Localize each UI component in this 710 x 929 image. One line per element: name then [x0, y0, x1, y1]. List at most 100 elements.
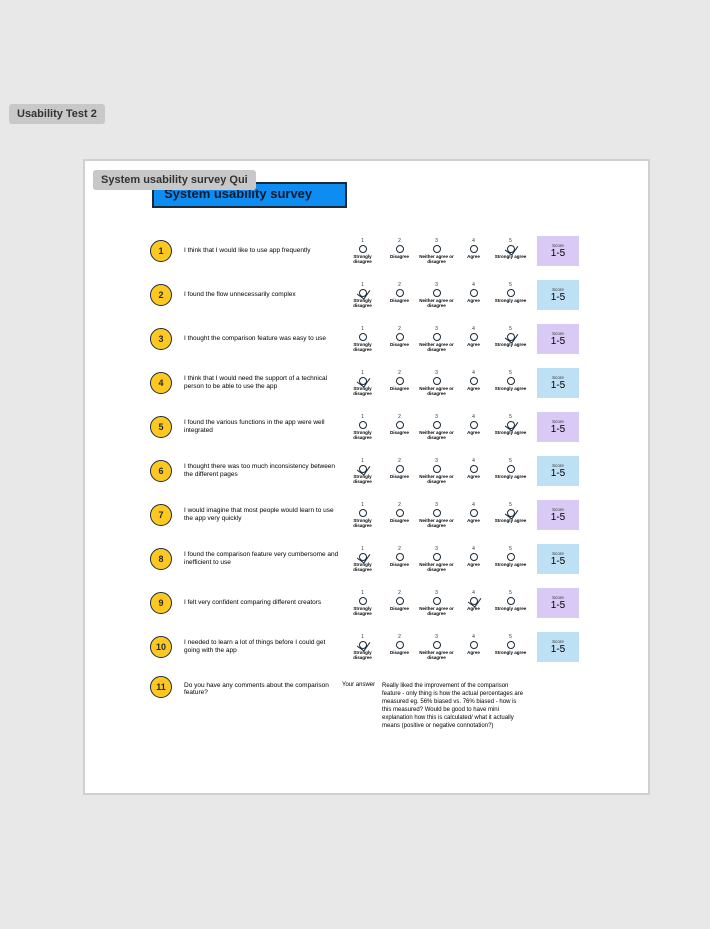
likert-option[interactable]: 4Agree	[455, 238, 492, 265]
likert-option[interactable]: 4Agree	[455, 370, 492, 397]
likert-radio[interactable]	[433, 597, 441, 605]
likert-radio[interactable]	[433, 509, 441, 517]
likert-radio[interactable]	[507, 509, 515, 517]
likert-option[interactable]: 1Strongly disagree	[344, 590, 381, 617]
likert-option[interactable]: 4Agree	[455, 282, 492, 309]
likert-option[interactable]: 2Disagree	[381, 282, 418, 309]
likert-radio[interactable]	[396, 597, 404, 605]
likert-option[interactable]: 2Disagree	[381, 634, 418, 661]
likert-option[interactable]: 4Agree	[455, 458, 492, 485]
likert-radio[interactable]	[396, 289, 404, 297]
likert-radio[interactable]	[507, 641, 515, 649]
likert-option[interactable]: 4Agree	[455, 546, 492, 573]
likert-option[interactable]: 1Strongly disagree	[344, 546, 381, 573]
likert-option[interactable]: 5Strongly agree	[492, 238, 529, 265]
likert-radio[interactable]	[470, 597, 478, 605]
likert-radio[interactable]	[396, 509, 404, 517]
likert-option[interactable]: 2Disagree	[381, 590, 418, 617]
likert-radio[interactable]	[507, 333, 515, 341]
likert-option[interactable]: 5Strongly agree	[492, 590, 529, 617]
likert-radio[interactable]	[470, 641, 478, 649]
likert-radio[interactable]	[470, 377, 478, 385]
likert-option[interactable]: 5Strongly agree	[492, 546, 529, 573]
likert-radio[interactable]	[433, 245, 441, 253]
likert-radio[interactable]	[507, 553, 515, 561]
likert-option[interactable]: 5Strongly agree	[492, 634, 529, 661]
likert-radio[interactable]	[359, 597, 367, 605]
likert-radio[interactable]	[396, 245, 404, 253]
likert-radio[interactable]	[470, 289, 478, 297]
likert-option[interactable]: 3Neither agree or disagree	[418, 634, 455, 661]
likert-radio[interactable]	[396, 377, 404, 385]
likert-radio[interactable]	[396, 553, 404, 561]
likert-radio[interactable]	[507, 377, 515, 385]
likert-option[interactable]: 3Neither agree or disagree	[418, 458, 455, 485]
likert-radio[interactable]	[470, 245, 478, 253]
likert-option[interactable]: 5Strongly agree	[492, 370, 529, 397]
likert-option[interactable]: 3Neither agree or disagree	[418, 414, 455, 441]
likert-option[interactable]: 2Disagree	[381, 326, 418, 353]
likert-option[interactable]: 1Strongly disagree	[344, 370, 381, 397]
likert-radio[interactable]	[470, 333, 478, 341]
likert-radio[interactable]	[359, 553, 367, 561]
likert-option[interactable]: 1Strongly disagree	[344, 634, 381, 661]
likert-radio[interactable]	[359, 465, 367, 473]
likert-option[interactable]: 4Agree	[455, 634, 492, 661]
likert-option[interactable]: 1Strongly disagree	[344, 414, 381, 441]
likert-radio[interactable]	[507, 597, 515, 605]
likert-radio[interactable]	[396, 465, 404, 473]
likert-radio[interactable]	[470, 509, 478, 517]
likert-radio[interactable]	[359, 421, 367, 429]
likert-radio[interactable]	[359, 641, 367, 649]
likert-radio[interactable]	[470, 465, 478, 473]
likert-radio[interactable]	[396, 641, 404, 649]
likert-option[interactable]: 3Neither agree or disagree	[418, 282, 455, 309]
likert-option[interactable]: 5Strongly agree	[492, 282, 529, 309]
likert-radio[interactable]	[359, 245, 367, 253]
likert-option[interactable]: 2Disagree	[381, 414, 418, 441]
likert-option[interactable]: 5Strongly agree	[492, 326, 529, 353]
likert-radio[interactable]	[470, 421, 478, 429]
likert-radio[interactable]	[507, 421, 515, 429]
likert-option[interactable]: 1Strongly disagree	[344, 326, 381, 353]
likert-radio[interactable]	[507, 245, 515, 253]
likert-radio[interactable]	[433, 289, 441, 297]
likert-option[interactable]: 1Strongly disagree	[344, 282, 381, 309]
likert-option[interactable]: 5Strongly agree	[492, 458, 529, 485]
likert-radio[interactable]	[396, 421, 404, 429]
likert-option[interactable]: 3Neither agree or disagree	[418, 238, 455, 265]
likert-option[interactable]: 3Neither agree or disagree	[418, 326, 455, 353]
likert-option[interactable]: 1Strongly disagree	[344, 238, 381, 265]
likert-radio[interactable]	[433, 641, 441, 649]
likert-option[interactable]: 4Agree	[455, 502, 492, 529]
likert-option[interactable]: 3Neither agree or disagree	[418, 590, 455, 617]
likert-radio[interactable]	[359, 333, 367, 341]
likert-option[interactable]: 1Strongly disagree	[344, 458, 381, 485]
likert-radio[interactable]	[433, 333, 441, 341]
likert-option[interactable]: 5Strongly agree	[492, 414, 529, 441]
likert-option[interactable]: 2Disagree	[381, 238, 418, 265]
likert-radio[interactable]	[433, 553, 441, 561]
likert-option[interactable]: 5Strongly agree	[492, 502, 529, 529]
likert-radio[interactable]	[396, 333, 404, 341]
likert-radio[interactable]	[470, 553, 478, 561]
likert-option[interactable]: 2Disagree	[381, 458, 418, 485]
likert-radio[interactable]	[433, 377, 441, 385]
likert-option[interactable]: 1Strongly disagree	[344, 502, 381, 529]
likert-option[interactable]: 4Agree	[455, 326, 492, 353]
likert-option[interactable]: 3Neither agree or disagree	[418, 546, 455, 573]
likert-option[interactable]: 4Agree	[455, 414, 492, 441]
likert-radio[interactable]	[359, 377, 367, 385]
likert-radio[interactable]	[507, 289, 515, 297]
likert-option[interactable]: 2Disagree	[381, 502, 418, 529]
likert-radio[interactable]	[433, 465, 441, 473]
likert-radio[interactable]	[359, 289, 367, 297]
likert-radio[interactable]	[507, 465, 515, 473]
likert-option[interactable]: 3Neither agree or disagree	[418, 370, 455, 397]
likert-option[interactable]: 4Agree	[455, 590, 492, 617]
likert-option[interactable]: 2Disagree	[381, 370, 418, 397]
likert-option[interactable]: 3Neither agree or disagree	[418, 502, 455, 529]
likert-radio[interactable]	[433, 421, 441, 429]
likert-option[interactable]: 2Disagree	[381, 546, 418, 573]
likert-radio[interactable]	[359, 509, 367, 517]
